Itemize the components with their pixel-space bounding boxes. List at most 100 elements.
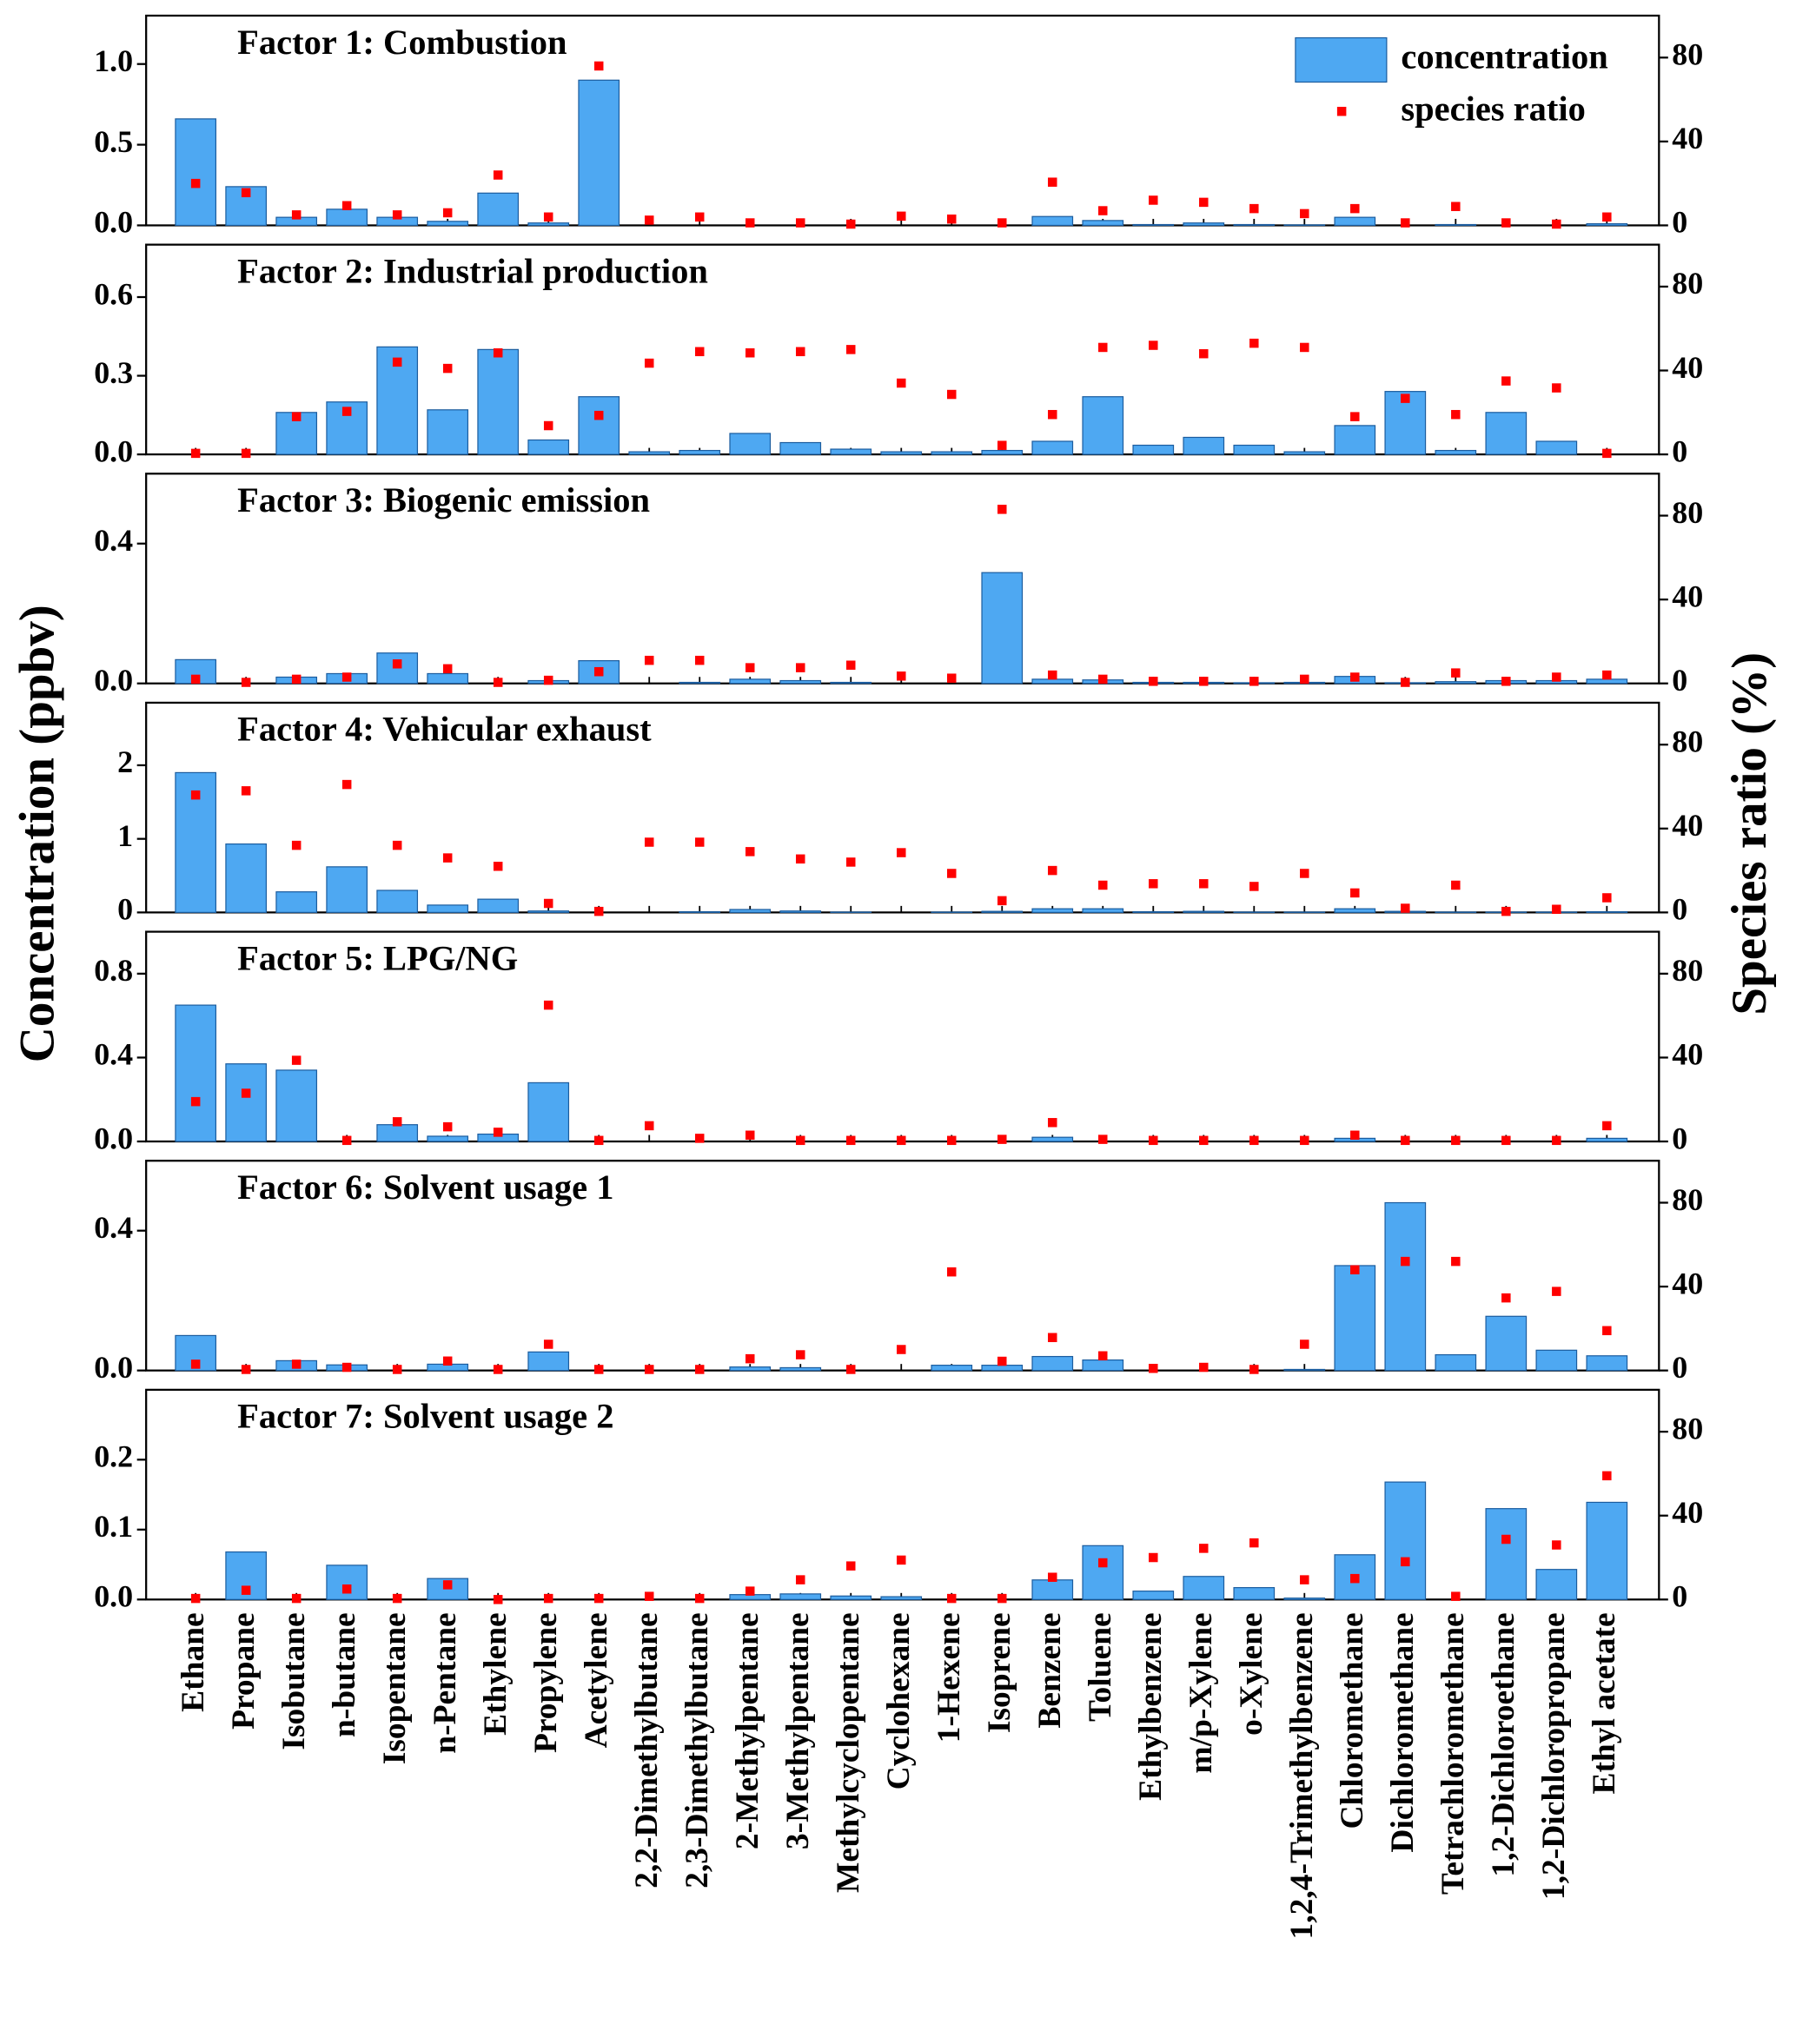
panel-frame: [145, 14, 1660, 227]
bar: [1485, 412, 1528, 455]
ratio-point: [694, 347, 705, 357]
panel-title: Factor 1: Combustion: [237, 23, 567, 62]
bar: [1535, 1569, 1578, 1600]
ratio-point: [593, 666, 604, 677]
ratio-point: [341, 407, 352, 416]
bar: [427, 904, 469, 913]
ratio-point: [1501, 677, 1511, 686]
ratio-point: [1048, 670, 1057, 680]
ratio-point: [947, 214, 957, 224]
x-tick-label: 1,2-Dichloropropane: [1536, 1612, 1572, 1900]
y-tick-label: 0.1: [94, 1509, 133, 1544]
y2-tick-label: 40: [1672, 121, 1703, 155]
ratio-point: [1249, 677, 1259, 686]
ratio-point: [1552, 383, 1561, 393]
x-tick-label: m/p-Xylene: [1183, 1612, 1219, 1773]
bar: [578, 396, 620, 455]
ratio-point: [1602, 1121, 1612, 1131]
ratio-point: [947, 1135, 957, 1146]
ratio-point: [745, 847, 755, 857]
ratio-point: [897, 378, 906, 388]
ratio-point: [1501, 1293, 1511, 1303]
bar: [1183, 436, 1225, 455]
ratio-point: [291, 674, 302, 685]
bar: [1283, 451, 1326, 455]
ratio-point: [644, 1591, 654, 1601]
y-tick-label: 0.0: [94, 205, 133, 240]
ratio-point: [694, 212, 705, 222]
bar: [1082, 220, 1124, 227]
legend-swatch: [1295, 36, 1388, 83]
ratio-point: [1300, 208, 1309, 219]
bar: [427, 1578, 469, 1600]
y-tick-label: 0.5: [94, 124, 133, 159]
ratio-point: [1602, 448, 1612, 459]
ratio-point: [795, 218, 805, 228]
ratio-point: [997, 1134, 1007, 1144]
bar: [1586, 222, 1628, 227]
bar: [477, 348, 520, 455]
ratio-point: [1350, 888, 1360, 898]
bar: [1586, 1137, 1628, 1142]
legend-swatch: [1336, 106, 1347, 116]
ratio-point: [543, 420, 553, 431]
y-tick-label: 1: [117, 818, 133, 853]
ratio-point: [341, 672, 352, 682]
bar: [1031, 1579, 1074, 1600]
ratio-point: [241, 448, 251, 459]
ratio-point: [1149, 1364, 1158, 1373]
ratio-point: [1249, 882, 1259, 891]
ratio-point: [644, 655, 654, 665]
bar: [1586, 910, 1628, 913]
bar: [326, 208, 368, 227]
ratio-point: [593, 1593, 604, 1604]
x-tick-label: Ethane: [176, 1612, 211, 1712]
ratio-point: [1149, 1552, 1158, 1563]
ratio-point: [694, 1365, 705, 1374]
bar: [527, 1351, 570, 1372]
y2-tick-label: 80: [1672, 37, 1703, 72]
bar: [779, 1593, 822, 1600]
y-tick-label: 0.4: [94, 523, 133, 558]
bar: [225, 1063, 268, 1142]
ratio-point: [291, 1359, 302, 1369]
x-tick-label: Acetylene: [579, 1612, 614, 1748]
bar: [830, 1595, 872, 1600]
ratio-point: [291, 210, 302, 220]
bar: [729, 678, 772, 685]
x-tick-label: Methylcyclopentane: [831, 1612, 866, 1893]
y-tick-label: 0.0: [94, 1350, 133, 1385]
ratio-point: [543, 1000, 553, 1010]
ratio-point: [392, 659, 402, 669]
y2-tick-label: 80: [1672, 724, 1703, 758]
y2-tick-label: 0: [1672, 1579, 1687, 1614]
x-tick-label: 2,2-Dimethylbutane: [629, 1612, 665, 1889]
ratio-point: [694, 1593, 705, 1604]
ratio-point: [795, 1350, 805, 1359]
ratio-point: [1300, 1135, 1309, 1146]
bar: [1283, 1368, 1326, 1372]
bar: [1082, 908, 1124, 913]
bar: [1233, 444, 1276, 455]
x-tick-label: 3-Methylpentane: [780, 1612, 816, 1849]
bar: [830, 681, 872, 685]
ratio-point: [694, 1134, 705, 1143]
ratio-point: [1602, 212, 1612, 222]
bar: [628, 451, 671, 455]
ratio-point: [1501, 376, 1511, 386]
panel-frame: [145, 1160, 1660, 1372]
ratio-point: [1451, 1256, 1461, 1267]
ratio-point: [241, 1365, 251, 1374]
ratio-point: [1451, 409, 1461, 420]
ratio-point: [190, 790, 201, 800]
ratio-point: [1300, 1575, 1309, 1584]
ratio-point: [745, 1586, 755, 1596]
bar: [376, 1124, 419, 1142]
ratio-point: [1501, 218, 1511, 228]
ratio-point: [1199, 677, 1209, 686]
ratio-point: [442, 853, 453, 863]
ratio-point: [1300, 342, 1309, 353]
ratio-point: [1149, 195, 1158, 205]
ratio-point: [493, 862, 503, 871]
ratio-point: [1552, 219, 1561, 229]
